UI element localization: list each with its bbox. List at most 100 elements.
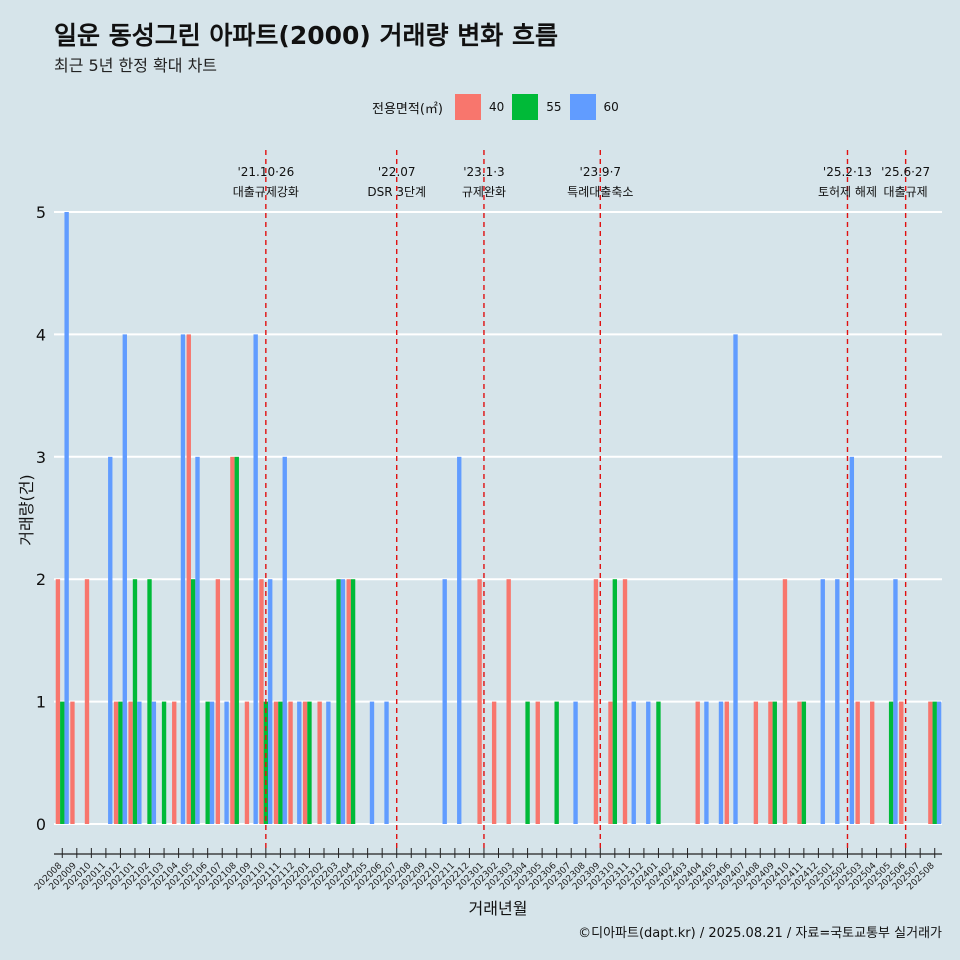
bar — [64, 212, 69, 824]
bar — [457, 456, 462, 824]
bar — [307, 701, 312, 824]
bar — [297, 701, 302, 824]
bar — [477, 579, 482, 824]
y-axis-title: 거래량(건) — [17, 474, 36, 545]
bar — [147, 579, 152, 824]
bar — [288, 701, 293, 824]
bar — [209, 701, 215, 824]
bar — [350, 579, 356, 824]
bar — [893, 579, 898, 824]
bar — [870, 701, 875, 824]
bar — [346, 579, 351, 824]
bar — [506, 579, 511, 824]
event-date-label: '22.07 — [378, 165, 416, 179]
bar — [215, 579, 221, 824]
bar — [612, 579, 618, 824]
y-tick-label: 5 — [36, 203, 46, 222]
bar — [631, 701, 636, 824]
bar — [122, 334, 127, 824]
bar — [186, 334, 191, 824]
bar — [525, 701, 530, 824]
bar — [535, 701, 540, 824]
bar — [554, 701, 559, 824]
bar — [137, 701, 142, 824]
bar — [180, 334, 186, 824]
legend-label-60: 60 — [603, 100, 619, 114]
event-label: 규제완화 — [462, 185, 506, 199]
bar — [302, 701, 308, 824]
bar — [132, 579, 138, 824]
event-date-label: '21.10·26 — [237, 165, 294, 179]
chart-subtitle: 최근 5년 한정 확대 차트 — [54, 56, 218, 75]
bar — [268, 579, 273, 824]
event-date-label: '23.9·7 — [580, 165, 621, 179]
bar — [608, 701, 613, 824]
event-date-label: '25.6·27 — [881, 165, 930, 179]
bar — [724, 701, 729, 824]
legend-swatch-60 — [569, 94, 596, 120]
legend-label-40: 40 — [488, 100, 505, 114]
bar — [936, 701, 942, 824]
bar — [622, 579, 628, 824]
bar — [282, 456, 287, 824]
bar — [491, 701, 497, 824]
bar — [384, 701, 389, 824]
bar — [899, 701, 904, 824]
legend-item-40: 40 — [454, 94, 505, 120]
bar — [224, 701, 229, 824]
y-tick-label: 1 — [36, 693, 46, 712]
bar — [244, 701, 250, 824]
bar — [855, 701, 860, 824]
bar — [151, 701, 157, 824]
legend-item-60: 60 — [569, 94, 619, 120]
event-label: DSR 3단계 — [367, 185, 426, 199]
bar — [60, 701, 65, 824]
legend-item-55: 55 — [512, 94, 562, 120]
x-axis-title: 거래년월 — [469, 899, 528, 918]
legend-swatch-55 — [512, 94, 539, 120]
bar — [733, 334, 738, 824]
event-label: 특례대출축소 — [567, 185, 633, 199]
bar — [172, 701, 177, 824]
event-label: 대출규제강화 — [233, 185, 299, 199]
bar — [835, 579, 840, 824]
bar — [234, 456, 239, 824]
bar — [195, 456, 200, 824]
bar — [442, 579, 447, 824]
bar — [801, 701, 807, 824]
bar — [278, 701, 283, 824]
bar — [718, 701, 724, 824]
bar — [326, 701, 331, 824]
bar — [782, 579, 788, 824]
bar — [55, 579, 61, 824]
bar — [369, 701, 375, 824]
bar — [573, 701, 578, 824]
bar — [336, 579, 341, 824]
event-label: 토허제 해제 — [818, 185, 877, 199]
y-tick-label: 4 — [36, 325, 46, 344]
legend-title: 전용면적(㎡) — [372, 101, 443, 117]
bar — [70, 701, 75, 824]
bar — [205, 701, 210, 824]
bar — [340, 579, 346, 824]
y-tick-label: 2 — [36, 570, 46, 589]
bar — [128, 701, 133, 824]
legend: 전용면적(㎡) 40 55 60 — [372, 94, 627, 120]
y-tick-label: 0 — [36, 815, 46, 834]
event-label: 대출규제 — [884, 185, 928, 199]
bar — [253, 334, 258, 824]
chart-title: 일운 동성그린 아파트(2000) 거래량 변화 흐름 — [54, 21, 558, 50]
bar — [932, 701, 937, 824]
bar — [230, 456, 235, 824]
bar — [161, 701, 167, 824]
bar — [753, 701, 759, 824]
bar — [113, 701, 119, 824]
bar — [593, 579, 599, 824]
bar — [820, 579, 825, 824]
bar — [646, 701, 651, 824]
legend-swatch-40 — [454, 94, 481, 120]
y-tick-label: 3 — [36, 448, 46, 467]
bar — [190, 579, 196, 824]
bar — [108, 456, 113, 824]
